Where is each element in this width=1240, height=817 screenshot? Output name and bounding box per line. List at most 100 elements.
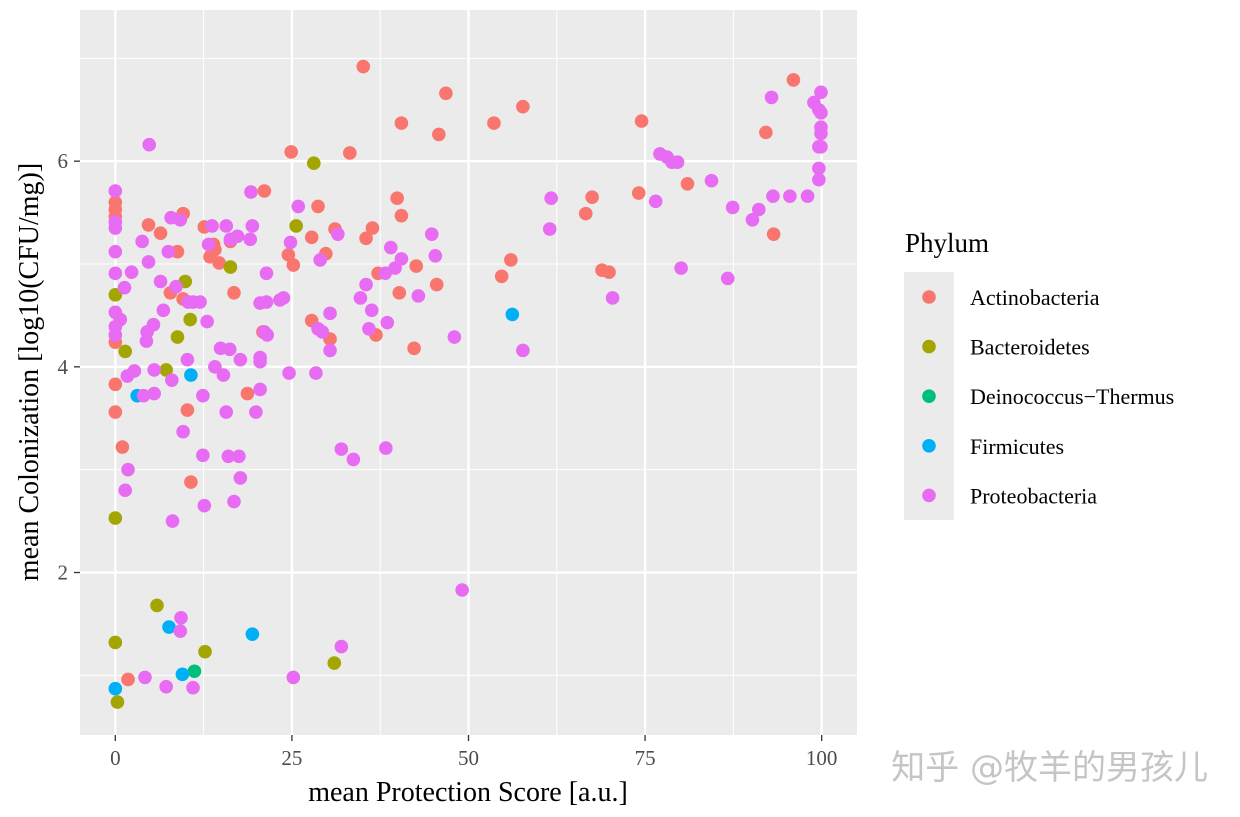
x-tick-label: 0 bbox=[110, 746, 121, 770]
data-point bbox=[409, 259, 424, 273]
data-point bbox=[359, 277, 373, 292]
data-point bbox=[323, 306, 337, 321]
data-point bbox=[208, 360, 222, 374]
data-point bbox=[814, 106, 828, 120]
data-point bbox=[227, 494, 241, 509]
data-point bbox=[346, 452, 361, 467]
data-point bbox=[812, 172, 826, 187]
data-point bbox=[141, 218, 156, 232]
data-point bbox=[219, 219, 234, 233]
data-point bbox=[356, 59, 371, 74]
data-point bbox=[162, 620, 176, 634]
data-point bbox=[720, 271, 735, 286]
y-axis-title: mean Colonization [log10(CFU/mg)] bbox=[14, 163, 45, 581]
data-point bbox=[311, 199, 325, 214]
data-point bbox=[429, 277, 444, 292]
data-point bbox=[432, 127, 446, 142]
data-point bbox=[814, 85, 828, 100]
data-point bbox=[394, 252, 409, 266]
data-point bbox=[165, 373, 179, 388]
data-point bbox=[439, 86, 453, 101]
data-point bbox=[327, 656, 342, 670]
data-point bbox=[232, 449, 246, 464]
y-axis-ticks: 2 4 6 bbox=[58, 149, 80, 585]
x-axis-title: mean Protection Score [a.u.] bbox=[308, 777, 628, 808]
data-point bbox=[648, 194, 663, 209]
data-point bbox=[759, 125, 773, 140]
data-point bbox=[201, 237, 216, 252]
data-point bbox=[680, 176, 695, 191]
data-point bbox=[544, 191, 558, 205]
legend-label: Proteobacteria bbox=[970, 483, 1097, 508]
data-point bbox=[169, 279, 183, 294]
data-point bbox=[315, 325, 330, 339]
data-point bbox=[428, 248, 443, 263]
data-point bbox=[108, 221, 123, 235]
data-point bbox=[180, 352, 195, 367]
data-point bbox=[766, 227, 781, 241]
data-point bbox=[516, 343, 530, 358]
series-firmicutes bbox=[108, 307, 520, 696]
legend-label: Actinobacteria bbox=[970, 285, 1100, 310]
data-point bbox=[173, 212, 188, 227]
data-point bbox=[286, 258, 301, 272]
data-point bbox=[186, 680, 200, 695]
data-point bbox=[118, 344, 133, 359]
data-point bbox=[283, 235, 298, 250]
data-points bbox=[108, 59, 828, 709]
data-point bbox=[392, 286, 407, 300]
data-point bbox=[180, 403, 195, 417]
data-point bbox=[411, 289, 426, 303]
data-point bbox=[127, 364, 142, 378]
data-point bbox=[379, 441, 393, 455]
data-point bbox=[197, 498, 212, 513]
data-point bbox=[244, 185, 258, 199]
data-point bbox=[504, 253, 518, 267]
data-point bbox=[245, 627, 260, 642]
data-point bbox=[121, 672, 135, 687]
data-point bbox=[184, 368, 198, 382]
data-point bbox=[159, 679, 173, 694]
data-point bbox=[289, 219, 303, 233]
data-point bbox=[249, 405, 263, 419]
data-point bbox=[245, 219, 260, 233]
data-point bbox=[602, 265, 616, 280]
data-point bbox=[117, 280, 132, 295]
data-point bbox=[578, 206, 593, 221]
data-point bbox=[183, 312, 197, 327]
data-point bbox=[704, 173, 719, 188]
legend-label: Bacteroidetes bbox=[970, 335, 1090, 360]
data-point bbox=[110, 695, 125, 709]
data-point bbox=[223, 260, 238, 274]
data-point bbox=[407, 341, 421, 356]
data-point bbox=[323, 343, 337, 358]
data-point bbox=[150, 598, 164, 613]
series-bacteroidetes bbox=[108, 156, 342, 709]
data-point bbox=[138, 670, 152, 685]
data-point bbox=[200, 314, 214, 329]
data-point bbox=[307, 156, 321, 171]
data-point bbox=[282, 366, 296, 380]
legend-key bbox=[922, 389, 936, 404]
data-point bbox=[170, 330, 185, 344]
legend-key bbox=[922, 339, 936, 354]
data-point bbox=[139, 334, 154, 348]
data-point bbox=[800, 189, 815, 203]
data-point bbox=[153, 226, 168, 240]
series-proteobacteria bbox=[108, 85, 828, 695]
data-point bbox=[175, 667, 190, 682]
data-point bbox=[257, 184, 272, 198]
data-point bbox=[124, 265, 139, 280]
data-point bbox=[725, 200, 740, 215]
data-point bbox=[136, 388, 151, 403]
data-point bbox=[359, 231, 373, 246]
legend-key bbox=[922, 439, 936, 453]
data-point bbox=[159, 363, 173, 377]
data-point bbox=[219, 405, 234, 419]
data-point bbox=[108, 511, 123, 525]
data-point bbox=[424, 227, 439, 241]
data-point bbox=[230, 229, 245, 244]
data-point bbox=[187, 664, 202, 679]
legend-label: Firmicutes bbox=[970, 434, 1064, 459]
